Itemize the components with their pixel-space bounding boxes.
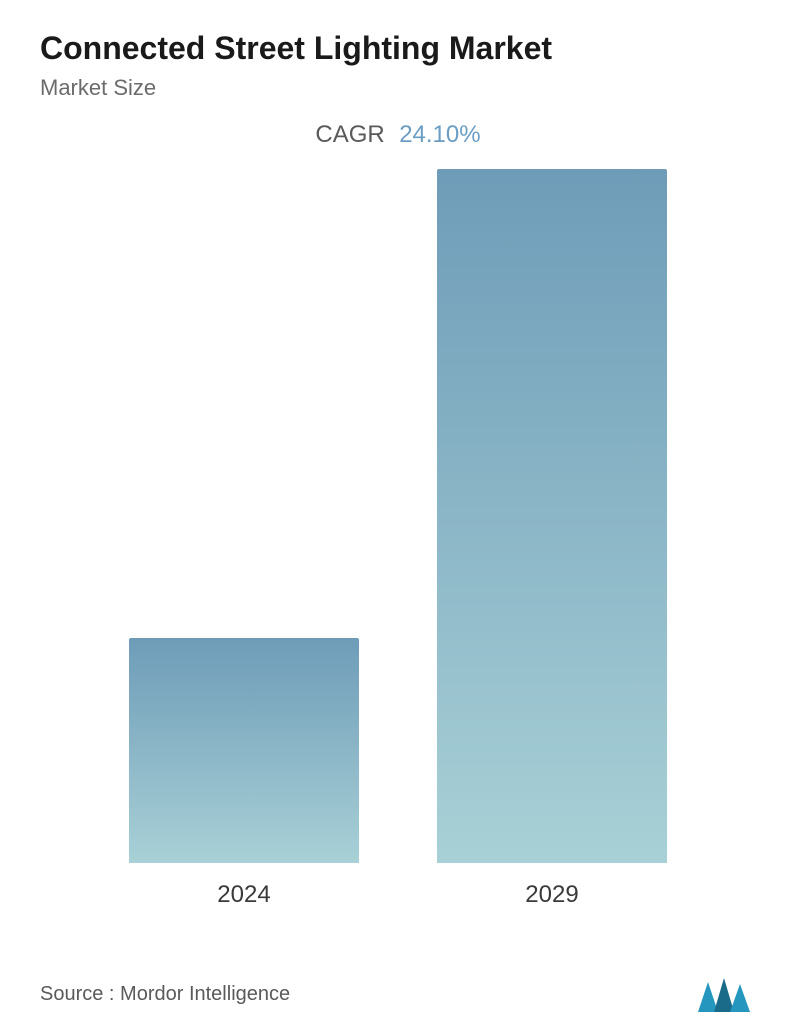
bar-wrapper-0: 2024	[129, 638, 359, 909]
bar-label-1: 2029	[525, 881, 578, 909]
chart-title: Connected Street Lighting Market	[40, 30, 756, 67]
bar-wrapper-1: 2029	[437, 169, 667, 909]
cagr-container: CAGR 24.10%	[40, 121, 756, 149]
cagr-value: 24.10%	[399, 121, 480, 148]
footer: Source : Mordor Intelligence	[40, 974, 756, 1014]
chart-area: 2024 2029	[40, 169, 756, 909]
bar-1	[437, 169, 667, 863]
bar-0	[129, 638, 359, 863]
chart-subtitle: Market Size	[40, 75, 756, 101]
bar-label-0: 2024	[217, 881, 270, 909]
source-text: Source : Mordor Intelligence	[40, 983, 290, 1006]
cagr-label: CAGR	[315, 121, 384, 148]
logo-icon	[696, 974, 756, 1014]
